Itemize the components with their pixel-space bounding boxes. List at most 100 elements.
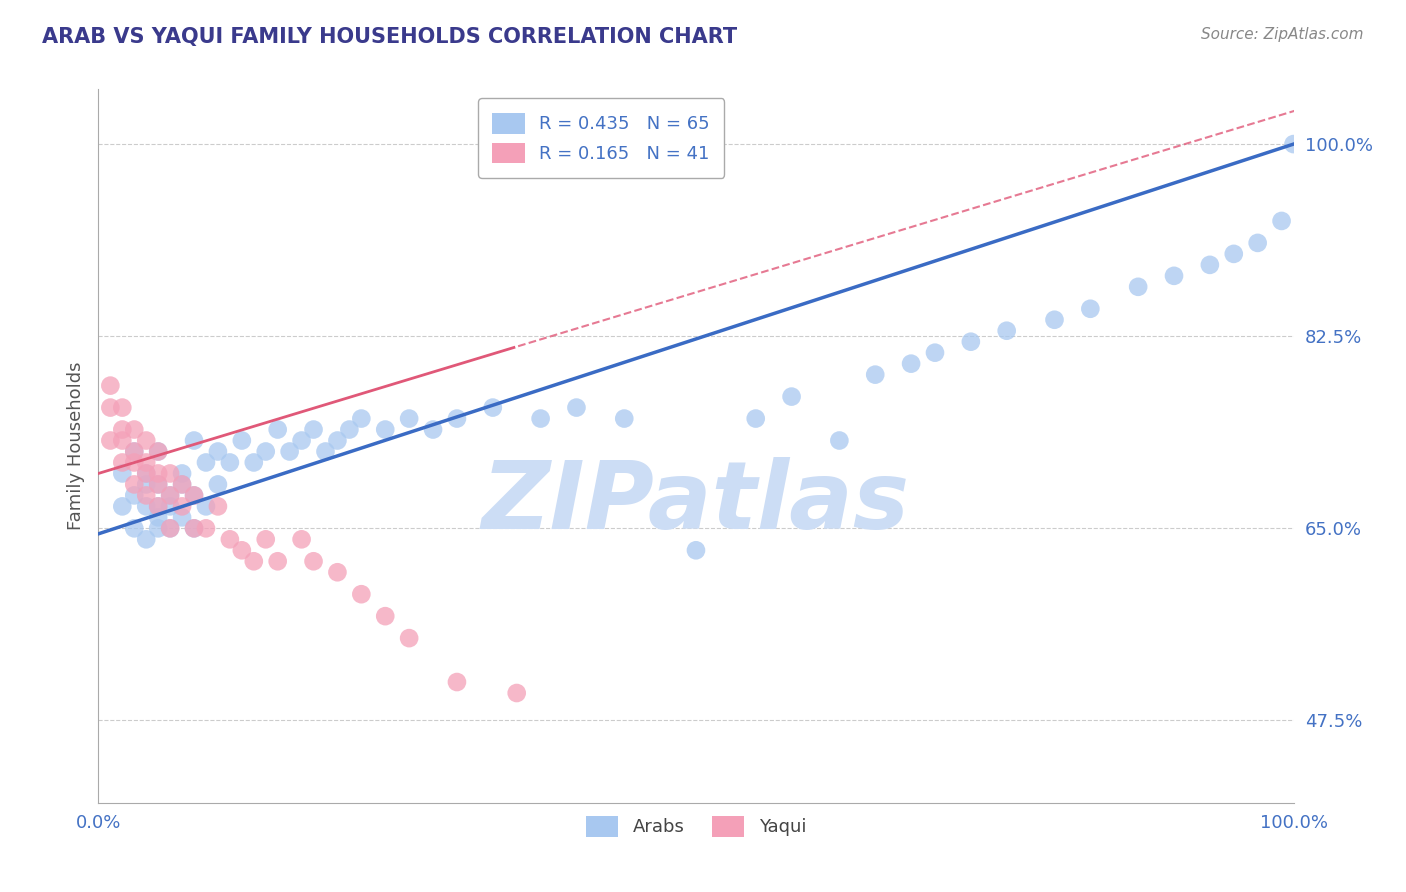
Point xyxy=(124,444,146,458)
Point xyxy=(183,488,205,502)
Point xyxy=(148,500,170,514)
Point xyxy=(172,510,194,524)
Point xyxy=(148,467,170,481)
Point xyxy=(267,423,290,437)
Point xyxy=(613,411,636,425)
Point xyxy=(183,434,205,448)
Point xyxy=(172,477,194,491)
Point xyxy=(135,455,157,469)
Point xyxy=(243,455,266,469)
Point xyxy=(565,401,588,415)
Point xyxy=(219,533,242,547)
Y-axis label: Family Households: Family Households xyxy=(66,362,84,530)
Point xyxy=(1043,312,1066,326)
Point xyxy=(195,521,218,535)
Point xyxy=(135,533,157,547)
Point xyxy=(302,554,325,568)
Point xyxy=(148,444,170,458)
Point xyxy=(111,455,134,469)
Point xyxy=(135,434,157,448)
Point xyxy=(374,609,396,624)
Point xyxy=(124,455,146,469)
Point xyxy=(530,411,553,425)
Point xyxy=(339,423,361,437)
Point xyxy=(1080,301,1102,316)
Point xyxy=(481,401,505,415)
Point xyxy=(1247,235,1270,250)
Point xyxy=(231,543,253,558)
Point xyxy=(422,423,444,437)
Point xyxy=(315,444,337,458)
Point xyxy=(183,521,205,535)
Point xyxy=(207,477,229,491)
Point xyxy=(1199,258,1222,272)
Point xyxy=(254,533,277,547)
Point xyxy=(207,500,229,514)
Point xyxy=(135,467,157,481)
Point xyxy=(446,411,468,425)
Point xyxy=(124,477,146,491)
Point xyxy=(148,477,170,491)
Point xyxy=(159,521,181,535)
Point xyxy=(374,423,396,437)
Point xyxy=(745,411,768,425)
Point xyxy=(148,500,170,514)
Point xyxy=(111,434,134,448)
Point xyxy=(111,401,134,415)
Point xyxy=(326,566,349,580)
Point xyxy=(98,378,122,392)
Point xyxy=(159,521,181,535)
Point xyxy=(278,444,301,458)
Point xyxy=(183,521,205,535)
Point xyxy=(995,324,1018,338)
Point xyxy=(124,423,146,437)
Point xyxy=(398,411,420,425)
Point xyxy=(1282,137,1305,152)
Point xyxy=(1223,247,1246,261)
Point xyxy=(135,477,157,491)
Point xyxy=(267,554,290,568)
Text: ARAB VS YAQUI FAMILY HOUSEHOLDS CORRELATION CHART: ARAB VS YAQUI FAMILY HOUSEHOLDS CORRELAT… xyxy=(42,27,737,46)
Point xyxy=(98,401,122,415)
Point xyxy=(960,334,983,349)
Point xyxy=(685,543,707,558)
Point xyxy=(111,423,134,437)
Point xyxy=(350,411,373,425)
Point xyxy=(148,510,170,524)
Point xyxy=(195,455,218,469)
Point xyxy=(159,500,181,514)
Point xyxy=(291,434,314,448)
Point xyxy=(398,631,420,645)
Point xyxy=(159,467,181,481)
Point xyxy=(148,477,170,491)
Point xyxy=(924,345,946,359)
Point xyxy=(159,488,181,502)
Point xyxy=(828,434,851,448)
Point xyxy=(1271,214,1294,228)
Point xyxy=(1163,268,1185,283)
Point xyxy=(124,488,146,502)
Point xyxy=(195,500,218,514)
Point xyxy=(1128,280,1150,294)
Point xyxy=(98,434,122,448)
Point xyxy=(172,477,194,491)
Point xyxy=(350,587,373,601)
Point xyxy=(243,554,266,568)
Point xyxy=(135,500,157,514)
Text: Source: ZipAtlas.com: Source: ZipAtlas.com xyxy=(1201,27,1364,42)
Point xyxy=(148,521,170,535)
Point xyxy=(124,444,146,458)
Legend: Arabs, Yaqui: Arabs, Yaqui xyxy=(579,808,813,844)
Point xyxy=(780,390,803,404)
Point xyxy=(900,357,922,371)
Point xyxy=(865,368,887,382)
Text: ZIPatlas: ZIPatlas xyxy=(482,457,910,549)
Point xyxy=(111,467,134,481)
Point xyxy=(254,444,277,458)
Point xyxy=(446,675,468,690)
Point xyxy=(148,444,170,458)
Point xyxy=(231,434,253,448)
Point xyxy=(183,488,205,502)
Point xyxy=(302,423,325,437)
Point xyxy=(291,533,314,547)
